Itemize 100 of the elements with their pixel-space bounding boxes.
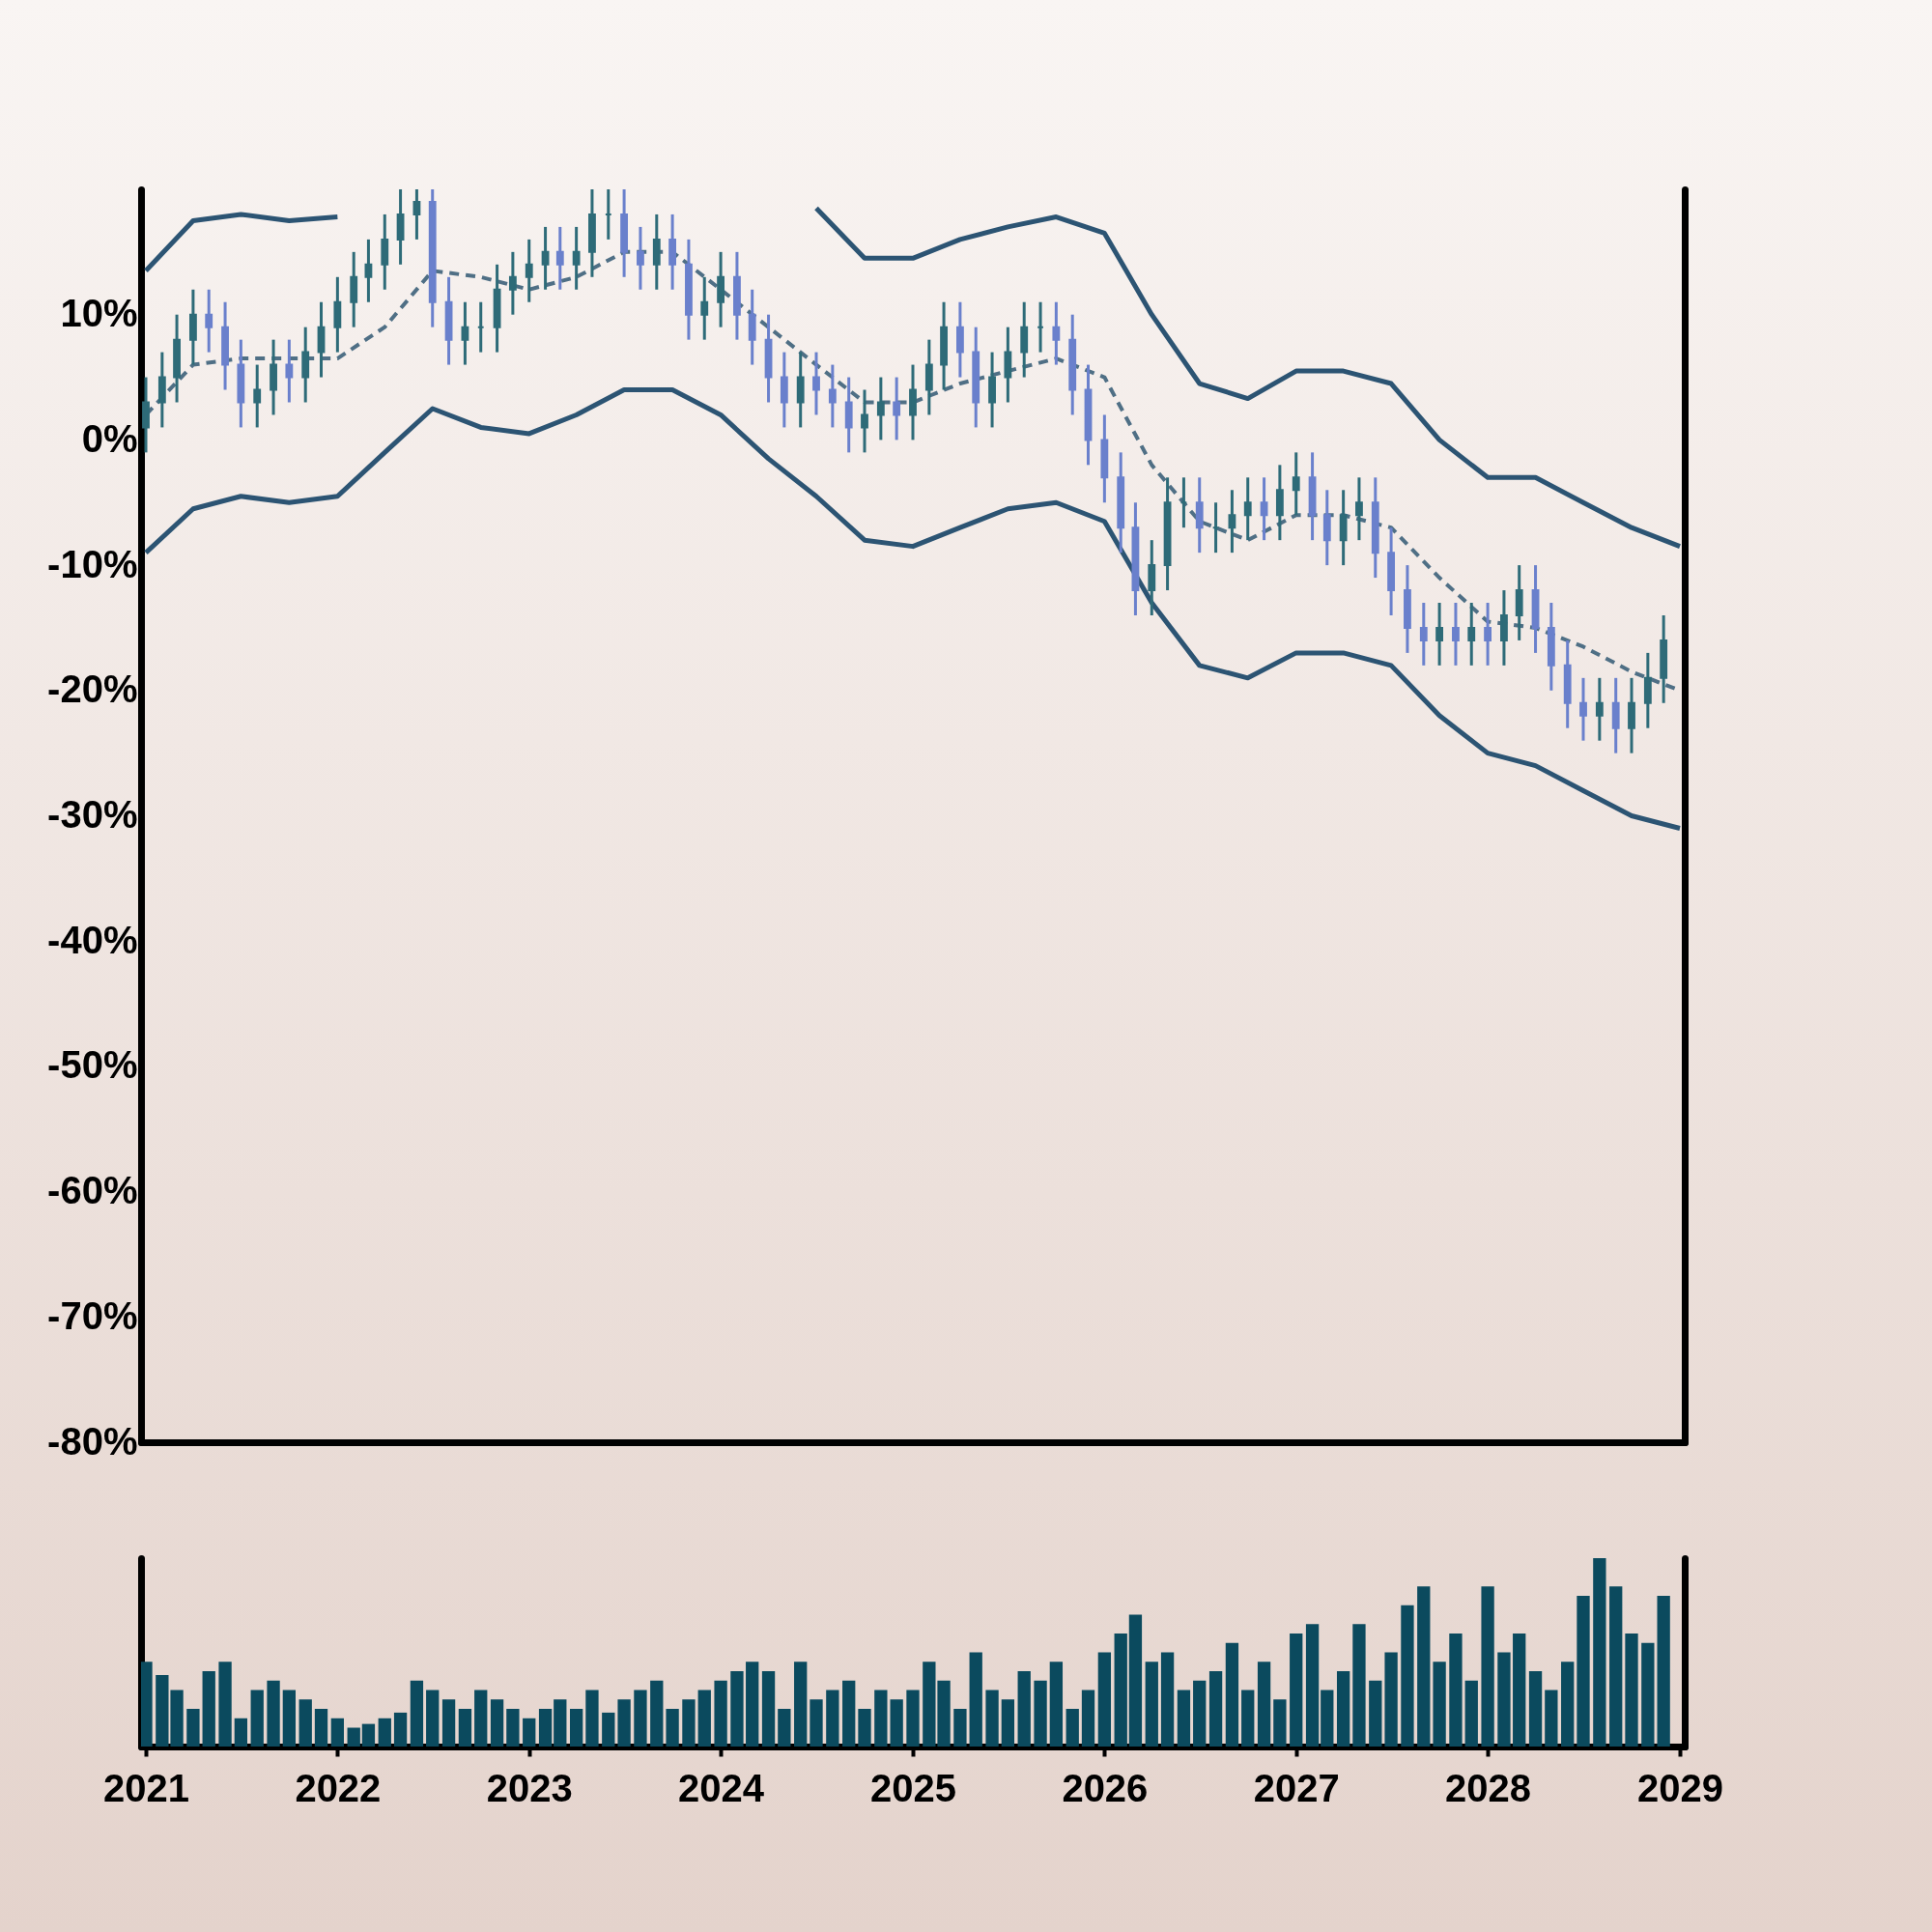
bar (969, 1652, 982, 1747)
bar (1528, 1671, 1543, 1747)
y-tick-label: -40% (47, 918, 138, 961)
bar (1481, 1586, 1494, 1747)
candlestick (1243, 477, 1252, 542)
bar (953, 1709, 967, 1747)
candlestick (1467, 603, 1476, 666)
bar (985, 1690, 999, 1747)
bar (1305, 1624, 1320, 1747)
bar (1017, 1671, 1031, 1747)
candlestick (525, 238, 533, 302)
bar (1208, 1671, 1223, 1747)
bar (778, 1709, 791, 1747)
bar (826, 1690, 839, 1747)
candlestick (700, 275, 709, 340)
bar (378, 1718, 391, 1747)
bar (458, 1709, 472, 1747)
bar (1513, 1634, 1526, 1747)
bar (650, 1680, 664, 1747)
candlestick (1260, 477, 1268, 542)
bar (1641, 1642, 1655, 1747)
y-tick-label: -60% (47, 1169, 138, 1212)
bar (1401, 1605, 1414, 1747)
bar (314, 1709, 328, 1747)
bar (1114, 1634, 1127, 1747)
bar (730, 1671, 744, 1747)
bar (794, 1662, 808, 1747)
candlestick (1292, 452, 1300, 517)
candlestick (461, 301, 469, 365)
candlestick (555, 225, 564, 290)
bar (1464, 1680, 1478, 1747)
y-tick-label: -70% (47, 1293, 138, 1337)
bar (1497, 1652, 1511, 1747)
candlestick (1595, 676, 1604, 741)
x-tick-label: 2028 (1445, 1766, 1532, 1809)
candlestick (893, 377, 901, 440)
bar (666, 1709, 679, 1747)
bar (746, 1662, 759, 1747)
bar (1577, 1596, 1590, 1747)
candlestick (876, 377, 885, 440)
bar (714, 1680, 727, 1747)
candlestick (285, 339, 294, 403)
bar (1049, 1662, 1064, 1747)
bar (842, 1680, 856, 1747)
bar (1352, 1624, 1366, 1747)
candlestick (1484, 603, 1492, 666)
y-tick-label: -30% (47, 793, 138, 836)
bar (554, 1699, 567, 1747)
bar (569, 1709, 583, 1747)
bar (330, 1718, 345, 1747)
x-tick-label: 2027 (1253, 1766, 1340, 1809)
bar (426, 1690, 440, 1747)
bar (1273, 1699, 1287, 1747)
candlestick (861, 389, 868, 453)
x-tick-label: 2021 (103, 1766, 189, 1809)
bar (617, 1699, 631, 1747)
candlestick (1419, 603, 1428, 666)
bar (874, 1690, 888, 1747)
bar (1257, 1662, 1271, 1747)
bar (1290, 1634, 1303, 1747)
candlestick (828, 364, 837, 428)
bar (1449, 1634, 1463, 1747)
bar (202, 1671, 215, 1747)
bar (1593, 1558, 1606, 1747)
bar (523, 1718, 536, 1747)
y-tick-label: -20% (47, 668, 138, 711)
candlestick (412, 189, 421, 240)
bar (1145, 1662, 1158, 1747)
bar (186, 1709, 200, 1747)
candlestick (541, 225, 550, 290)
bar (1128, 1614, 1143, 1747)
bar (1657, 1596, 1670, 1747)
bar (250, 1690, 264, 1747)
bar (682, 1699, 696, 1747)
bar (298, 1699, 312, 1747)
bar (1193, 1680, 1207, 1747)
bar (1160, 1652, 1175, 1747)
bar (761, 1671, 776, 1747)
candlestick (1228, 490, 1236, 554)
bar (634, 1690, 647, 1747)
x-tick-label: 2029 (1637, 1766, 1723, 1809)
bar (1097, 1652, 1112, 1747)
bar (1545, 1690, 1558, 1747)
bar (474, 1690, 488, 1747)
candlestick (1355, 477, 1363, 542)
candlestick (205, 288, 213, 353)
bar (906, 1690, 920, 1747)
candlestick (1452, 603, 1460, 666)
y-tick-label: 10% (60, 292, 138, 335)
bar (697, 1690, 711, 1747)
x-tick-label: 2023 (486, 1766, 573, 1809)
candlestick (637, 225, 644, 290)
y-tick-label: -10% (47, 542, 138, 585)
y-tick-label: -80% (47, 1419, 138, 1463)
candlestick (508, 250, 517, 315)
bar (234, 1718, 248, 1747)
bar (890, 1699, 903, 1747)
candlestick (1435, 603, 1444, 666)
candlestick (572, 225, 581, 290)
candlestick (1579, 676, 1587, 741)
